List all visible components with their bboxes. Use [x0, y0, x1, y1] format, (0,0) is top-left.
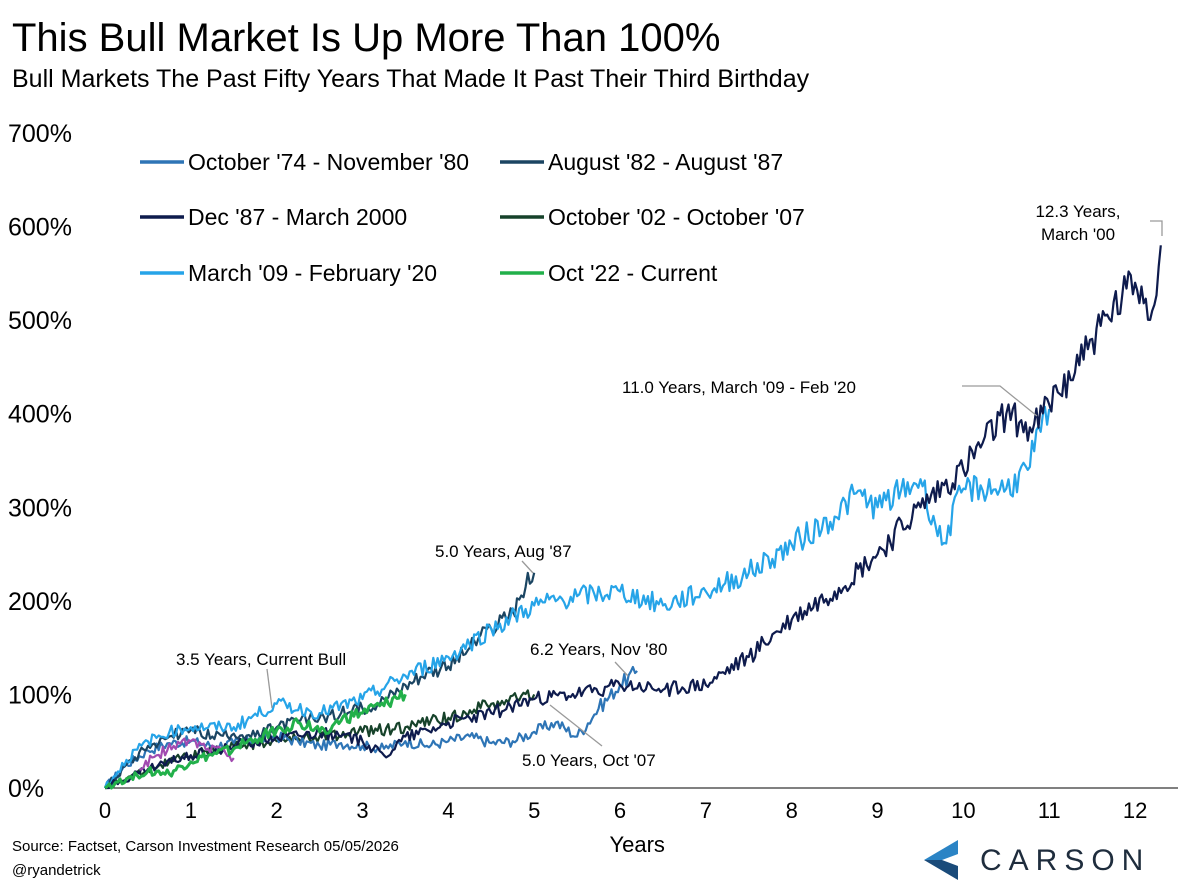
annotation-leader — [549, 704, 603, 747]
chart-title: This Bull Market Is Up More Than 100% — [12, 16, 721, 60]
annotation-leader — [266, 668, 273, 709]
y-tick-label: 500% — [8, 307, 72, 335]
annotation-leader — [521, 560, 534, 574]
legend-label: March '09 - February '20 — [188, 260, 437, 286]
x-tick-label: 6 — [614, 798, 626, 823]
author-handle: @ryandetrick — [12, 862, 101, 879]
y-tick-label: 600% — [8, 214, 72, 242]
annotation-label: 11.0 Years, March '09 - Feb '20 — [622, 378, 856, 397]
annotation-label: 6.2 Years, Nov '80 — [530, 640, 667, 659]
annotation-label: 5.0 Years, Aug '87 — [435, 542, 572, 561]
x-tick-label: 12 — [1123, 798, 1147, 823]
y-tick-label: 100% — [8, 681, 72, 709]
x-tick-label: 3 — [356, 798, 368, 823]
y-tick-label: 400% — [8, 401, 72, 429]
x-tick-label: 11 — [1038, 798, 1061, 823]
y-tick-label: 0% — [8, 775, 44, 803]
y-tick-label: 700% — [8, 120, 72, 148]
legend-label: Dec '87 - March 2000 — [188, 204, 407, 230]
series-line-5 — [104, 689, 407, 790]
x-tick-label: 9 — [871, 798, 883, 823]
x-tick-label: 10 — [951, 798, 975, 823]
legend-label: August '82 - August '87 — [548, 149, 783, 175]
annotation-label: March '00 — [1041, 225, 1115, 244]
annotation-leader — [1150, 220, 1163, 236]
x-tick-label: 0 — [99, 798, 111, 823]
carson-logo: CARSON — [918, 836, 1188, 884]
carson-logo-text: CARSON — [980, 844, 1151, 877]
series-line-3 — [105, 689, 536, 790]
chart-subtitle: Bull Markets The Past Fifty Years That M… — [12, 65, 810, 93]
x-tick-label: 2 — [271, 798, 283, 823]
x-tick-label: 1 — [185, 798, 197, 823]
series-line-6 — [139, 737, 235, 771]
carson-logo-icon — [924, 840, 958, 880]
y-tick-label: 200% — [8, 588, 72, 616]
legend-label: October '74 - November '80 — [188, 149, 469, 175]
x-tick-label: 8 — [786, 798, 798, 823]
x-tick-label: 5 — [528, 798, 540, 823]
x-tick-label: 7 — [700, 798, 712, 823]
annotation-label: 3.5 Years, Current Bull — [176, 650, 346, 669]
legend-label: October '02 - October '07 — [548, 204, 805, 230]
legend-label: Oct '22 - Current — [548, 260, 718, 286]
annotation-leader — [962, 385, 1038, 417]
x-axis-label: Years — [609, 832, 664, 857]
series-line-2 — [105, 245, 1162, 790]
x-tick-label: 4 — [442, 798, 454, 823]
source-note: Source: Factset, Carson Investment Resea… — [12, 838, 399, 855]
y-tick-label: 300% — [8, 494, 72, 522]
annotation-leader — [614, 661, 629, 677]
annotation-label: 12.3 Years, — [1035, 202, 1120, 221]
annotation-label: 5.0 Years, Oct '07 — [522, 751, 656, 770]
series-line-4 — [103, 405, 1051, 789]
series-line-1 — [104, 571, 536, 789]
